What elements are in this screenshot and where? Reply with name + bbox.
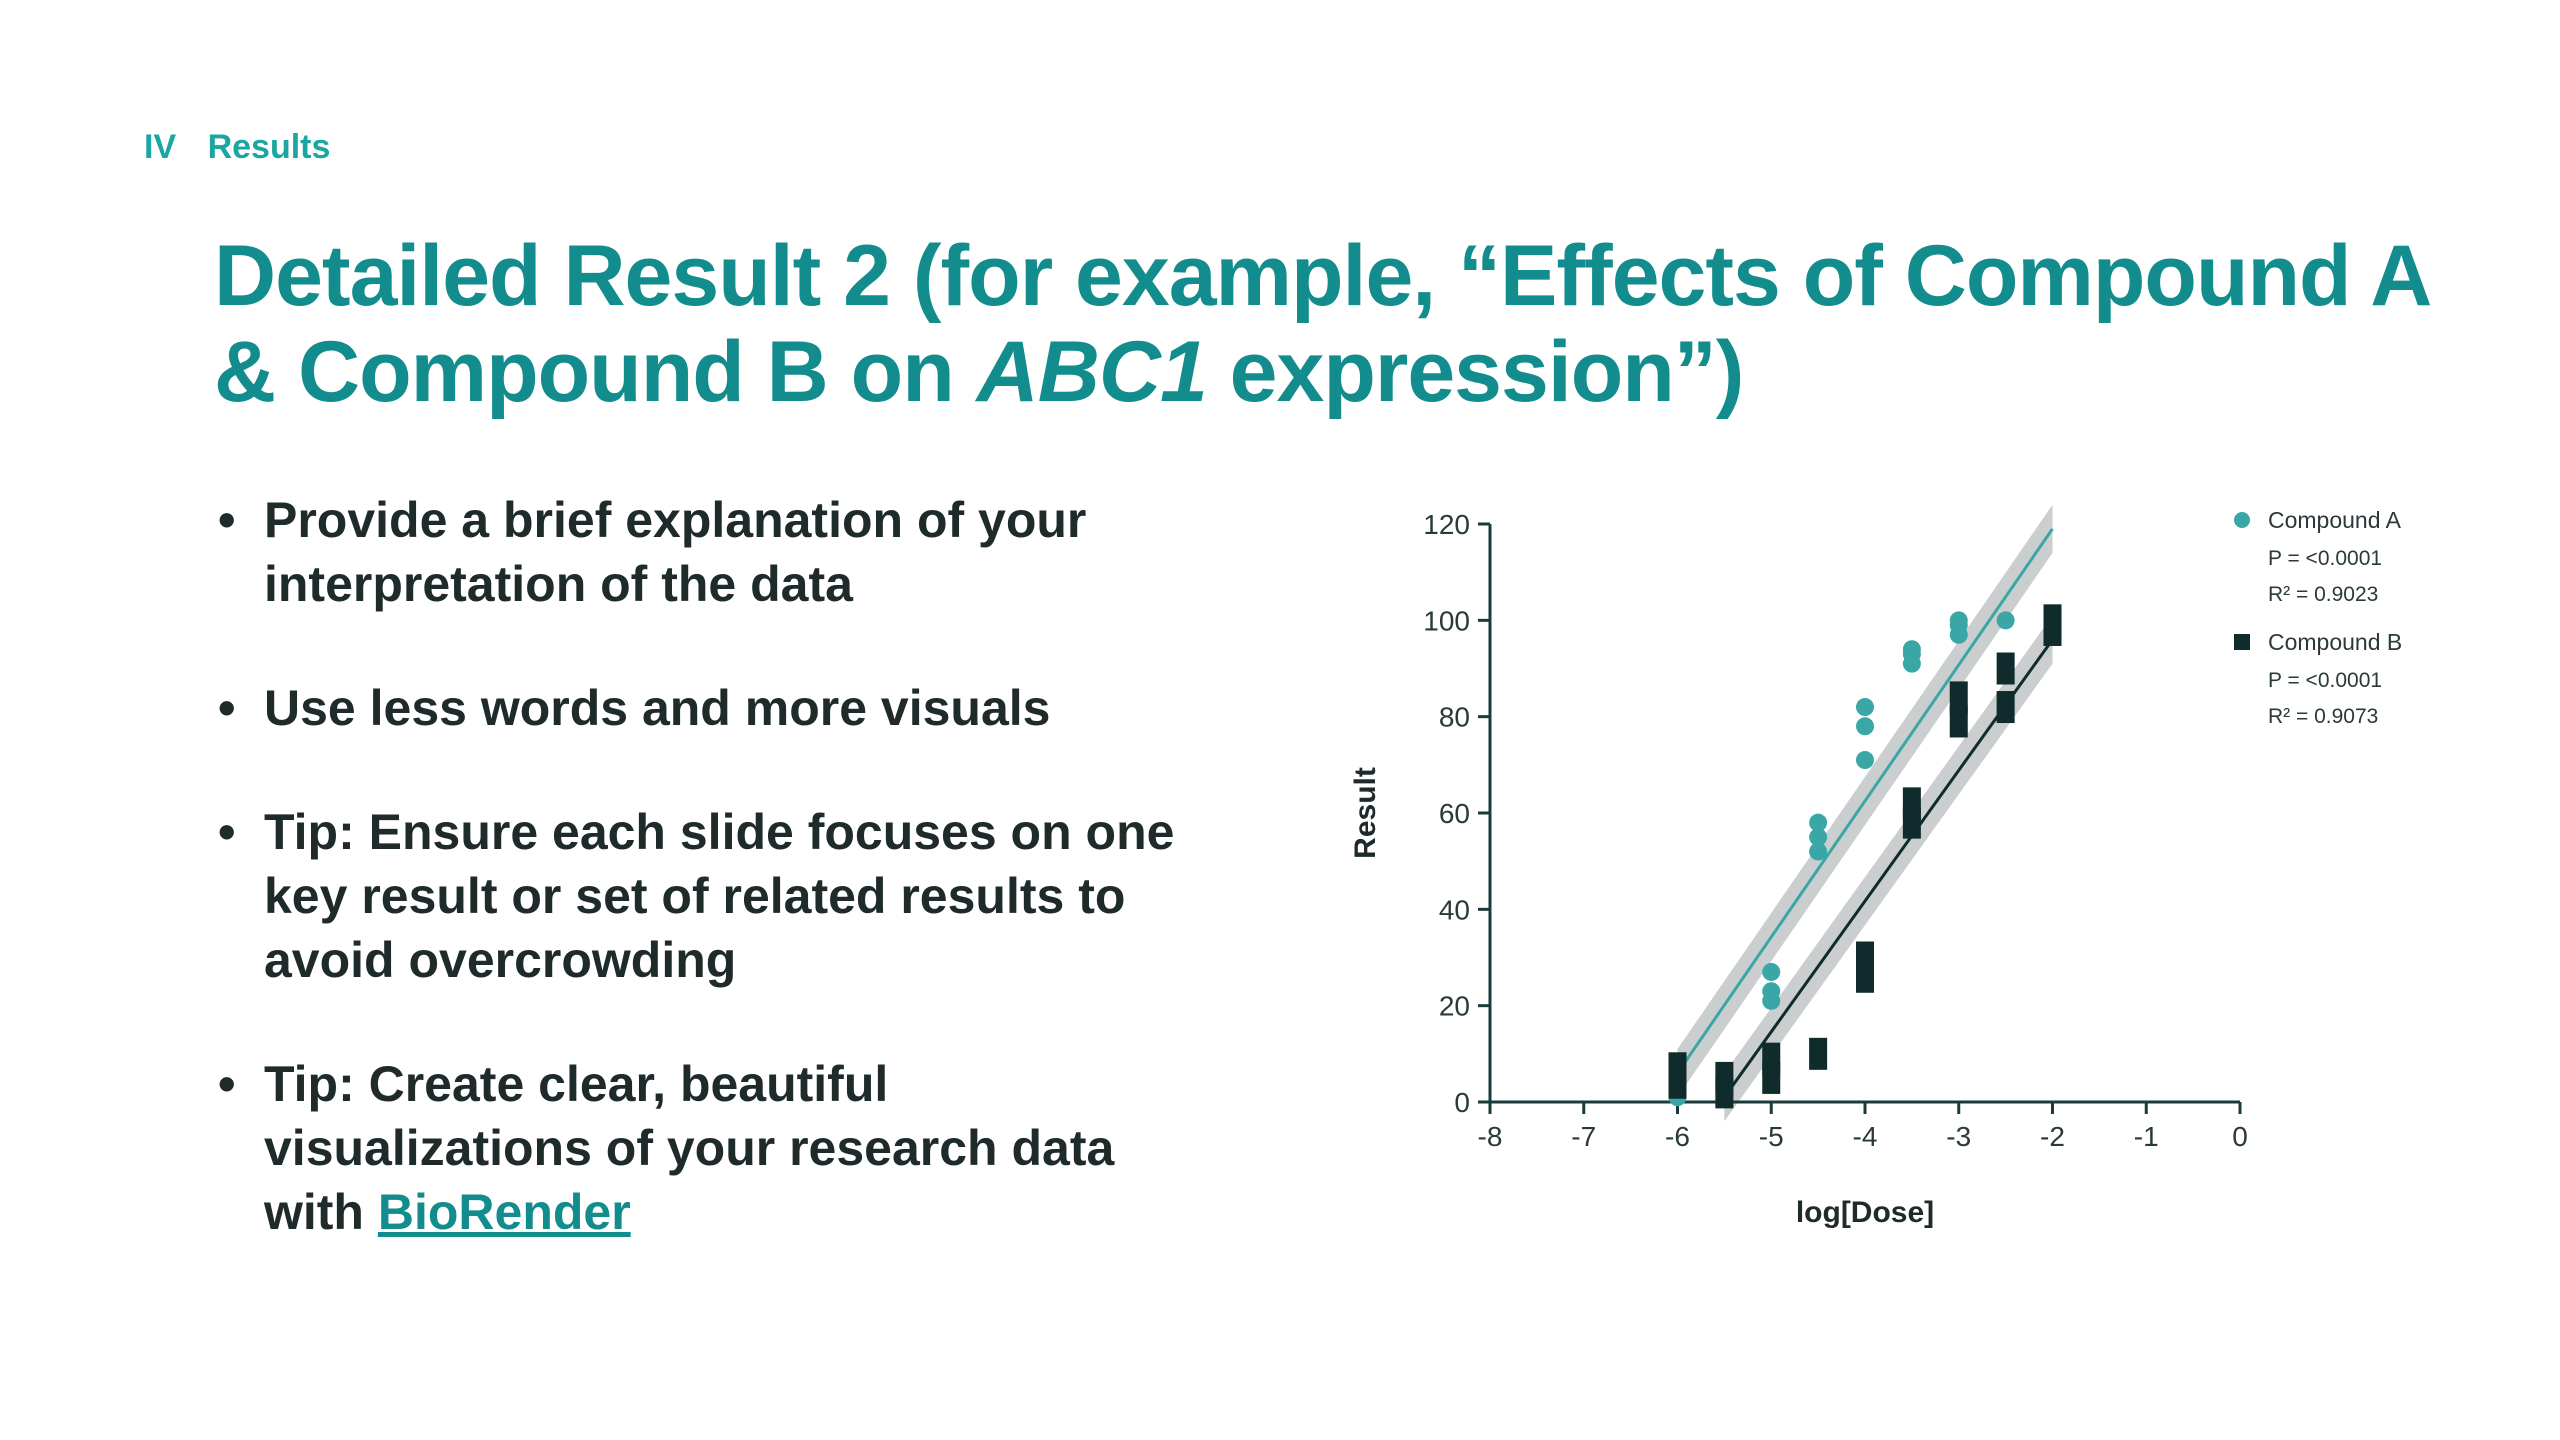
data-point-compound-b: [1949, 705, 1968, 738]
data-point-compound-b: [1902, 787, 1921, 820]
data-point-compound-b: [1762, 1042, 1781, 1075]
x-tick-label: -8: [1478, 1121, 1503, 1152]
slide-title-gene: ABC1: [976, 324, 1208, 420]
x-tick-label: -2: [2040, 1121, 2065, 1152]
legend-stat: P = <0.0001: [2268, 547, 2382, 570]
data-point-compound-a: [1809, 842, 1828, 861]
bullet-text: Provide a brief explanation of your inte…: [264, 492, 1087, 612]
bullet-item: • Tip: Ensure each slide focuses on one …: [214, 800, 1214, 992]
y-tick-label: 20: [1439, 991, 1470, 1022]
y-tick-label: 0: [1454, 1087, 1470, 1118]
section-name: Results: [207, 128, 331, 166]
data-point-compound-a: [1762, 982, 1781, 1001]
section-label: IV Results: [144, 128, 330, 167]
data-point-compound-b: [1856, 941, 1874, 974]
x-tick-label: -7: [1571, 1121, 1596, 1152]
data-point-compound-b: [2043, 604, 2062, 637]
bullet-item: • Use less words and more visuals: [214, 676, 1214, 740]
data-point-compound-b: [1668, 1052, 1687, 1085]
legend-marker-compound-a: [2234, 512, 2250, 528]
y-tick-label: 60: [1439, 798, 1470, 829]
legend-marker-compound-b: [2234, 634, 2250, 650]
data-point-compound-a: [1996, 611, 2015, 630]
x-tick-label: -1: [2134, 1121, 2159, 1152]
x-tick-label: -6: [1665, 1121, 1690, 1152]
legend-stat: R² = 0.9073: [2268, 705, 2378, 728]
bullet-text: Tip: Ensure each slide focuses on one ke…: [264, 804, 1175, 988]
bullet-item: • Tip: Create clear, beautiful visualiza…: [214, 1052, 1214, 1244]
bullet-marker: •: [218, 804, 236, 860]
fit-line-compound-a: [1676, 527, 2054, 1074]
legend-label: Compound B: [2268, 629, 2402, 655]
data-point-compound-a: [1949, 611, 1968, 630]
data-point-compound-b: [1949, 681, 1968, 714]
data-point-compound-b: [1715, 1061, 1734, 1094]
section-number: IV: [144, 128, 177, 166]
data-point-compound-b: [1996, 691, 2015, 724]
legend-stat: R² = 0.9023: [2268, 583, 2378, 606]
legend-label: Compound A: [2268, 507, 2402, 533]
bullet-list: • Provide a brief explanation of your in…: [214, 488, 1214, 1304]
x-axis-label: log[Dose]: [1796, 1196, 1934, 1229]
x-tick-label: -3: [1946, 1121, 1971, 1152]
bullet-marker: •: [218, 680, 236, 736]
slide-title: Detailed Result 2 (for example, “Effects…: [214, 228, 2444, 420]
data-point-compound-a: [1902, 640, 1921, 659]
x-tick-label: -5: [1759, 1121, 1784, 1152]
data-point-compound-a: [1809, 813, 1828, 832]
data-point-compound-a: [1762, 962, 1781, 981]
bullet-marker: •: [218, 492, 236, 548]
x-tick-label: 0: [2232, 1121, 2248, 1152]
data-point-compound-b: [1996, 652, 2015, 685]
y-axis-label: Result: [1349, 767, 1382, 859]
legend-stat: P = <0.0001: [2268, 669, 2382, 692]
y-tick-label: 80: [1439, 702, 1470, 733]
data-point-compound-b: [1809, 1037, 1828, 1070]
data-point-compound-a: [1809, 828, 1828, 847]
slide-title-part2: expression”): [1206, 324, 1745, 420]
y-tick-label: 40: [1439, 894, 1470, 925]
y-tick-label: 100: [1423, 605, 1470, 636]
x-tick-label: -4: [1853, 1121, 1878, 1152]
data-point-compound-a: [1856, 698, 1874, 717]
bullet-text: Use less words and more visuals: [264, 680, 1051, 736]
data-point-compound-a: [1856, 717, 1874, 736]
slide-title-part1: Detailed Result 2 (for example, “Effects…: [214, 228, 2429, 420]
y-tick-label: 120: [1423, 509, 1470, 540]
dose-response-chart: -8 -7 -6 -5 -4 -3 -2 -1 0 0 20 40 60 80 100 120 log[Dose…: [1349, 504, 2402, 1229]
biorender-link[interactable]: BioRender: [377, 1184, 631, 1240]
bullet-marker: •: [218, 1056, 236, 1112]
data-point-compound-a: [1856, 751, 1874, 770]
bullet-text: Tip: Create clear, beautiful visualizati…: [264, 1056, 1115, 1240]
bullet-item: • Provide a brief explanation of your in…: [214, 488, 1214, 616]
